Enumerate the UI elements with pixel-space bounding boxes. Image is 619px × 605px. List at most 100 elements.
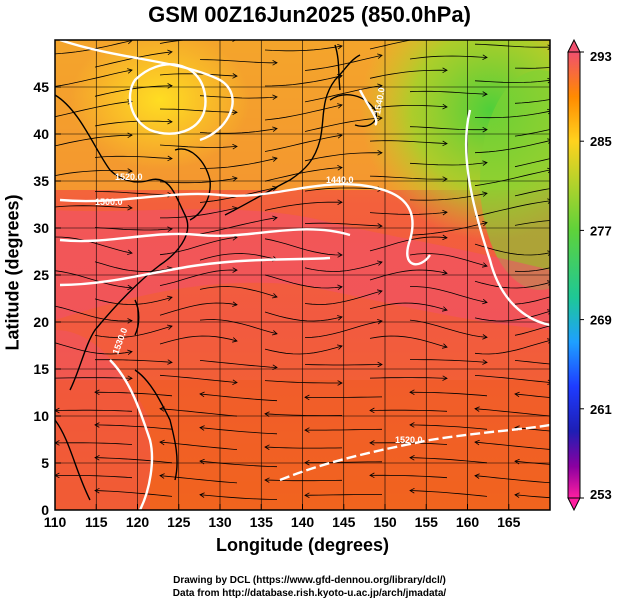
streamline-arrow	[588, 182, 593, 187]
x-tick-label: 150	[373, 514, 397, 530]
streamline	[369, 442, 448, 445]
contours	[59, 40, 550, 510]
coast-philippines	[134, 369, 178, 481]
streamline-arrow	[127, 168, 133, 174]
contour-label-1520-south: 1520.0	[395, 435, 423, 445]
streamline	[369, 69, 448, 79]
streamline-arrow	[409, 455, 415, 461]
streamline-arrow	[442, 269, 448, 276]
streamline-arrow	[588, 218, 593, 223]
streamline	[159, 335, 238, 345]
streamline-arrow	[377, 289, 383, 295]
y-axis-label: Latitude (degrees)	[2, 194, 23, 351]
streamline-arrow	[304, 427, 310, 433]
streamline	[159, 475, 238, 484]
streamline	[264, 104, 343, 121]
streamline-arrow	[547, 44, 550, 50]
streamline-arrow	[443, 33, 448, 38]
streamline-arrow	[514, 391, 520, 398]
streamline-arrow	[232, 337, 238, 343]
coast-taiwan	[134, 299, 140, 336]
streamline-arrow	[587, 119, 592, 124]
streamline-arrow	[482, 54, 488, 60]
streamline-arrow	[474, 439, 480, 446]
streamline	[409, 126, 488, 131]
streamline	[409, 192, 488, 201]
streamline-arrow	[442, 140, 448, 147]
streamline	[94, 424, 173, 430]
streamline-arrow	[199, 391, 205, 398]
streamline	[514, 267, 550, 272]
streamline	[199, 157, 278, 169]
streamline	[369, 409, 448, 412]
streamline-arrow	[482, 334, 488, 340]
streamline	[474, 280, 550, 289]
streamline	[94, 191, 173, 196]
colorbar-label: 269	[590, 313, 612, 328]
streamline-arrow	[377, 260, 383, 266]
streamline-arrow	[377, 53, 383, 59]
colorbar-bar	[567, 51, 581, 499]
coast-korea	[174, 148, 211, 221]
streamline	[159, 441, 238, 450]
streamline	[94, 120, 173, 127]
streamline-arrow	[409, 389, 415, 395]
streamline	[55, 205, 133, 209]
streamline-arrow	[272, 215, 278, 222]
streamline	[474, 169, 550, 187]
x-axis-label: Longitude (degrees)	[215, 535, 389, 555]
streamline	[55, 69, 133, 87]
streamline	[474, 243, 550, 256]
y-tick-label: 45	[33, 79, 49, 95]
streamline	[264, 134, 343, 152]
colorbar-label: 293	[590, 49, 612, 64]
streamline-arrow	[167, 324, 173, 330]
streamline-arrow	[232, 379, 238, 385]
streamline	[94, 155, 173, 159]
streamline	[55, 270, 133, 289]
streamline	[514, 296, 550, 305]
streamline	[304, 396, 383, 398]
streamline-arrow	[587, 149, 592, 154]
contour-ne-bend	[464, 109, 550, 327]
streamline	[199, 59, 277, 64]
streamline-arrow	[337, 344, 343, 350]
streamline	[410, 286, 488, 303]
streamline	[264, 201, 343, 211]
streamline-arrow	[199, 492, 205, 498]
streamline-arrow	[159, 439, 165, 446]
streamline	[409, 319, 488, 338]
streamline-arrow	[337, 103, 343, 109]
streamline	[304, 494, 382, 496]
streamline	[514, 158, 550, 168]
streamline	[199, 217, 278, 235]
streamline	[474, 475, 550, 484]
streamline-arrow	[377, 83, 383, 89]
streamline	[159, 237, 238, 256]
contour-mid	[59, 256, 331, 287]
streamline-arrow	[264, 477, 270, 483]
streamline	[369, 175, 448, 180]
plot-area: 1440.0 1500.0 1520.0 1530.0 1540.0 1520.…	[55, 33, 593, 510]
streamline-arrow	[272, 94, 278, 100]
streamline-arrow	[482, 91, 488, 97]
y-tick-label: 15	[33, 361, 49, 377]
streamline	[264, 380, 342, 384]
streamline	[474, 340, 550, 355]
streamline	[264, 446, 343, 449]
streamline	[159, 374, 238, 383]
streamline	[409, 162, 488, 166]
streamline-arrow	[442, 103, 448, 110]
streamline	[369, 269, 448, 281]
streamline-arrow	[474, 473, 480, 479]
streamline	[159, 302, 238, 316]
contour-label-1500-a: 1500.0	[95, 197, 123, 207]
streamline-arrow	[474, 406, 480, 412]
colorbar-bottom-arrow	[567, 497, 581, 512]
streamline-arrow	[482, 262, 488, 268]
colorbar-labels: 293 285 277 269 261 253	[580, 49, 612, 502]
streamline-arrow	[199, 458, 205, 465]
streamline-arrow	[232, 40, 237, 42]
streamline	[369, 377, 448, 379]
